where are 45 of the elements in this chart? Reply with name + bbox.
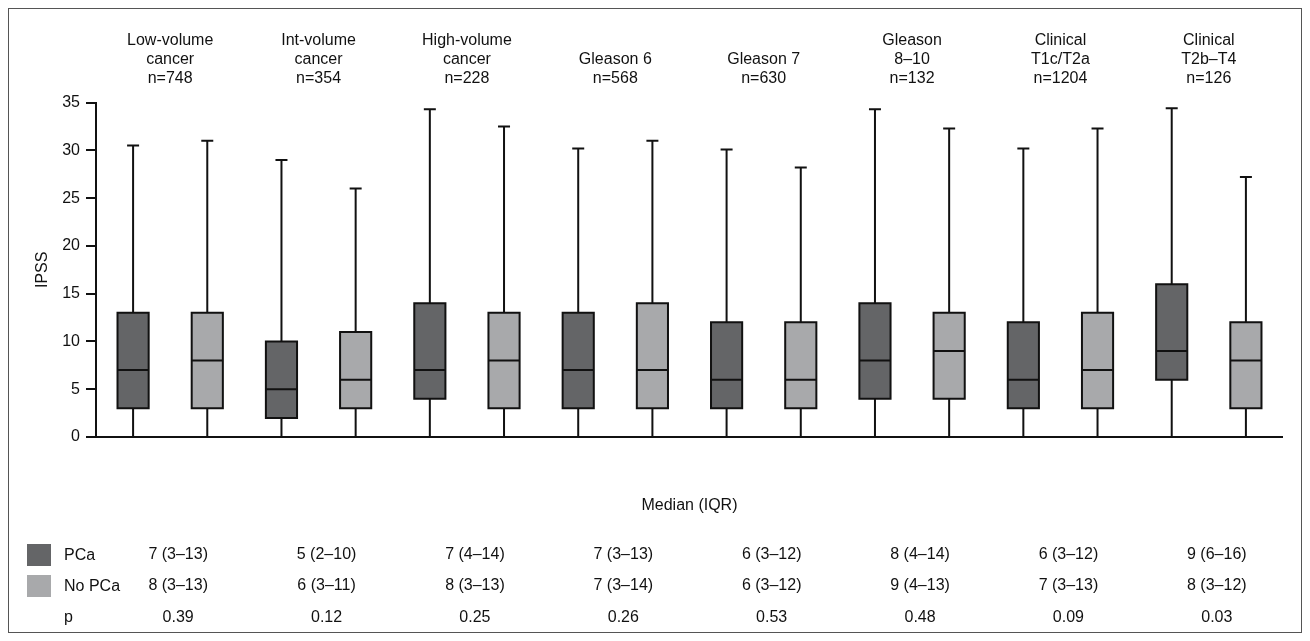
text: 8 (4–14) <box>890 545 950 563</box>
text: 9 (6–16) <box>1187 545 1247 563</box>
legend-label: No PCa <box>64 577 121 595</box>
y-tick-label: 35 <box>62 93 81 111</box>
text: 7 (3–13) <box>1038 576 1099 594</box>
text: 6 (3–11) <box>297 576 356 594</box>
text: 8 (3–13) <box>148 576 208 594</box>
x-tick-label: High-volume cancer n=228 <box>422 31 512 87</box>
text: Median (IQR) <box>641 496 738 514</box>
text: 0.53 <box>756 608 788 626</box>
text: 6 (3–12) <box>741 545 802 563</box>
x-tick-label: Gleason 8–10 n=132 <box>882 31 942 87</box>
y-tick-label: 15 <box>62 284 81 302</box>
text: 7 (3–14) <box>593 576 654 594</box>
text: p <box>64 608 73 626</box>
text: 6 (3–12) <box>741 576 802 594</box>
text: 0.48 <box>904 608 936 626</box>
text: 7 (3–13) <box>148 545 208 563</box>
text: 6 (3–12) <box>1038 545 1099 563</box>
text: 0.39 <box>162 608 194 626</box>
x-tick-label: Low-volume cancer n=748 <box>127 31 214 87</box>
y-tick-label: 20 <box>62 236 81 254</box>
text: 9 (4–13) <box>890 576 950 594</box>
text: 8 (3–13) <box>445 576 505 594</box>
text: 7 (4–14) <box>445 545 505 563</box>
y-tick-label: 10 <box>62 331 81 349</box>
text: 5 (2–10) <box>296 545 357 563</box>
text: 0.25 <box>459 608 491 626</box>
y-tick-label: 0 <box>71 427 81 445</box>
x-tick-label: Int-volume cancer n=354 <box>281 31 357 87</box>
text: 8 (3–12) <box>1187 576 1247 594</box>
text: 0.03 <box>1201 608 1233 626</box>
y-tick-label: 5 <box>71 379 81 397</box>
x-tick-label: Gleason 6 n=568 <box>578 50 652 87</box>
legend-label: PCa <box>64 546 96 564</box>
x-tick-label: Clinical T2b–T4 n=126 <box>1181 31 1237 87</box>
y-tick-label: 30 <box>62 140 81 158</box>
x-tick-label: Clinical T1c/T2a n=1204 <box>1031 31 1090 87</box>
y-axis-title: IPSS <box>33 251 51 289</box>
y-tick-label: 25 <box>62 188 81 206</box>
text: 7 (3–13) <box>593 545 654 563</box>
text: 0.09 <box>1052 608 1085 626</box>
text: 0.12 <box>310 608 343 626</box>
x-tick-label: Gleason 7 n=630 <box>727 50 801 87</box>
text: 0.26 <box>607 608 639 626</box>
